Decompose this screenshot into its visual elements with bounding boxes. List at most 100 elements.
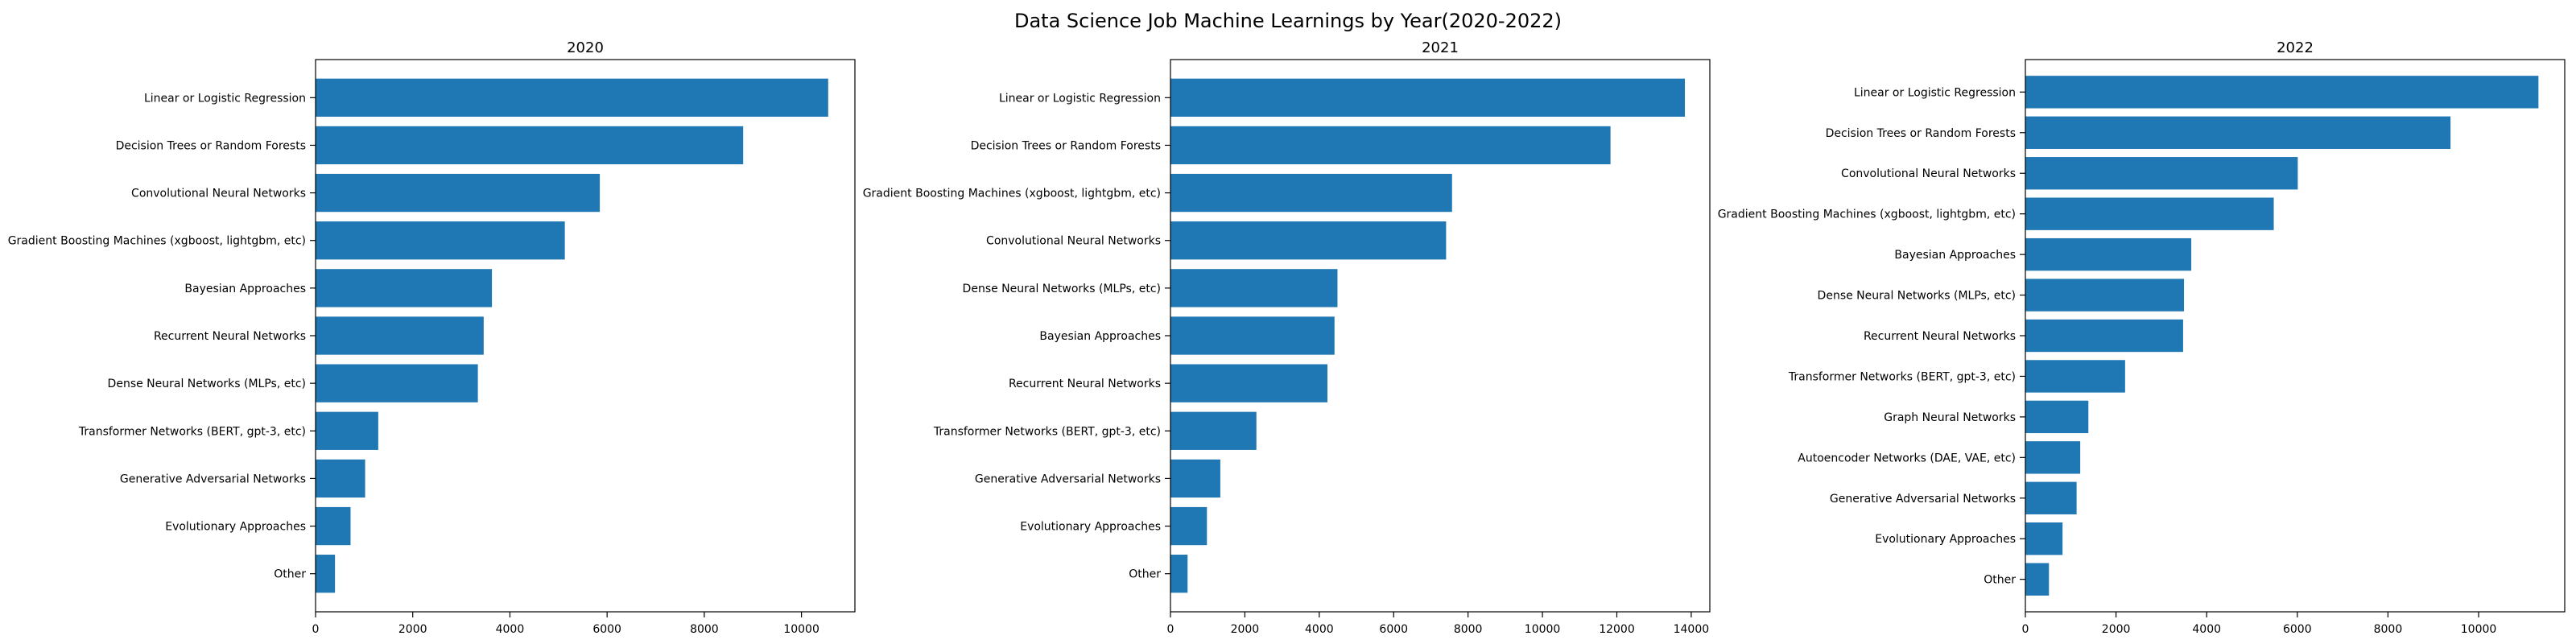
bar [1170, 316, 1335, 355]
y-tick-label: Convolutional Neural Networks [986, 235, 1161, 248]
subplot-2020: 2020 Linear or Logistic Regression Decisio… [8, 39, 856, 636]
bar [316, 126, 744, 165]
subplot-2021: 2021 Linear or Logistic Regression Decisio… [863, 39, 1711, 636]
y-tick-label: Recurrent Neural Networks [1009, 378, 1161, 390]
bar [2025, 197, 2274, 230]
bar [1170, 506, 1208, 546]
axes-frame [1170, 59, 1711, 613]
bar [316, 173, 601, 213]
x-tick-label: 8000 [690, 623, 719, 636]
x-tick-label: 8000 [2374, 623, 2403, 636]
bar [316, 316, 484, 355]
x-tick-label: 6000 [592, 623, 621, 636]
bar [1170, 126, 1611, 165]
y-tick-label: Dense Neural Networks (MLPs, etc) [108, 378, 306, 390]
x-tick-label: 2000 [2102, 623, 2131, 636]
y-tick-label: Recurrent Neural Networks [154, 330, 306, 343]
x-tick-label: 10000 [783, 623, 819, 636]
y-tick-label: Gradient Boosting Machines (xgboost, lig… [8, 235, 306, 248]
y-tick-label: Transformer Networks (BERT, gpt-3, etc) [78, 425, 306, 438]
bar [2025, 481, 2077, 514]
bar [316, 221, 565, 260]
bar [1170, 78, 1686, 117]
subplot-title: 2022 [2277, 39, 2314, 56]
y-tick-label: Transformer Networks (BERT, gpt-3, etc) [933, 425, 1161, 438]
x-tick-label: 0 [312, 623, 320, 636]
x-tick-label: 2000 [398, 623, 427, 636]
bar [316, 78, 828, 117]
y-tick-label: Transformer Networks (BERT, gpt-3, etc) [1788, 370, 2016, 383]
bar [316, 555, 336, 593]
y-tick-label: Decision Trees or Random Forests [971, 139, 1161, 152]
y-tick-label: Linear or Logistic Regression [999, 92, 1161, 105]
x-tick-label: 2000 [1231, 623, 1260, 636]
y-tick-label: Graph Neural Networks [1884, 411, 2016, 424]
y-tick-label: Dense Neural Networks (MLPs, etc) [1818, 290, 2016, 303]
y-tick-label: Other [1984, 574, 2016, 587]
y-tick-label: Bayesian Approaches [1894, 249, 2016, 262]
bar [2025, 116, 2451, 149]
y-tick-label: Generative Adversarial Networks [120, 473, 306, 485]
bar [316, 459, 365, 498]
axes-frame [2025, 59, 2566, 613]
bar [1170, 364, 1327, 402]
y-tick-label: Evolutionary Approaches [1875, 533, 2016, 546]
figure-title: Data Science Job Machine Learnings by Ye… [1014, 10, 1562, 32]
axes-frame [315, 59, 856, 613]
subplot-title: 2020 [567, 39, 604, 56]
y-tick-label: Other [274, 568, 306, 581]
y-tick-label: Generative Adversarial Networks [1830, 493, 2016, 506]
bar [2025, 76, 2539, 109]
x-tick-label: 8000 [1454, 623, 1483, 636]
bar [1170, 221, 1447, 260]
y-tick-label: Evolutionary Approaches [1020, 521, 1161, 534]
y-tick-label: Linear or Logistic Regression [1854, 86, 2016, 99]
y-tick-label: Gradient Boosting Machines (xgboost, lig… [863, 188, 1161, 200]
y-tick-label: Decision Trees or Random Forests [116, 139, 306, 152]
y-tick-label: Bayesian Approaches [1039, 330, 1161, 343]
bar [316, 269, 493, 308]
y-tick-label: Other [1129, 568, 1161, 581]
y-tick-label: Dense Neural Networks (MLPs, etc) [963, 283, 1161, 295]
y-tick-label: Linear or Logistic Regression [144, 92, 306, 105]
bar [1170, 411, 1257, 450]
bar [2025, 279, 2185, 312]
x-tick-label: 4000 [496, 623, 525, 636]
x-tick-label: 12000 [1599, 623, 1635, 636]
bar [2025, 360, 2125, 393]
y-tick-label: Gradient Boosting Machines (xgboost, lig… [1718, 208, 2016, 221]
y-tick-label: Autoencoder Networks (DAE, VAE, etc) [1798, 452, 2016, 464]
x-tick-label: 6000 [1379, 623, 1408, 636]
bar [1170, 173, 1452, 213]
subplot-title: 2021 [1422, 39, 1459, 56]
x-tick-label: 10000 [2461, 623, 2497, 636]
x-tick-label: 4000 [2192, 623, 2221, 636]
y-tick-label: Evolutionary Approaches [165, 521, 306, 534]
x-tick-label: 4000 [1305, 623, 1334, 636]
bar [2025, 400, 2089, 434]
bar [1170, 459, 1220, 498]
bar [2025, 563, 2050, 596]
x-tick-label: 14000 [1674, 623, 1710, 636]
bar [2025, 319, 2183, 353]
x-tick-label: 6000 [2283, 623, 2312, 636]
y-tick-label: Convolutional Neural Networks [131, 188, 306, 200]
y-tick-label: Generative Adversarial Networks [975, 473, 1161, 485]
y-tick-label: Decision Trees or Random Forests [1826, 127, 2016, 140]
bar [1170, 555, 1188, 593]
subplot-panels: 2020 Linear or Logistic Regression Decisio… [8, 39, 2566, 636]
bar [2025, 441, 2081, 474]
y-tick-label: Bayesian Approaches [184, 283, 306, 295]
subplot-2022: 2022 Linear or Logistic Regression Decisio… [1718, 39, 2566, 636]
x-tick-label: 10000 [1525, 623, 1561, 636]
y-tick-label: Convolutional Neural Networks [1841, 167, 2016, 180]
x-tick-label: 0 [1167, 623, 1174, 636]
bar [1170, 269, 1338, 308]
bar [316, 506, 351, 546]
x-tick-label: 0 [2022, 623, 2029, 636]
bar [2025, 522, 2063, 555]
y-tick-label: Recurrent Neural Networks [1864, 330, 2016, 343]
bar [316, 411, 378, 450]
bar [2025, 237, 2192, 271]
